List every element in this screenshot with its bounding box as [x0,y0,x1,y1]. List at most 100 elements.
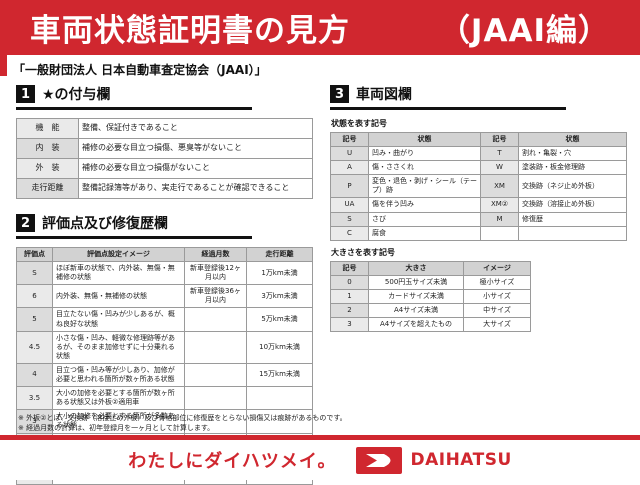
grade-mileage: 5万km未満 [246,307,313,332]
state-desc: 修復歴 [518,211,627,227]
size-symbol: 1 [330,288,369,305]
criteria-label: 機 能 [16,118,79,139]
section1-number-badge: 1 [16,85,35,103]
col-header: 評価点設定イメージ [52,246,185,263]
col-header: 状態 [518,131,627,148]
grade-mileage: 10万km未満 [246,330,313,364]
grade-desc: ほぼ新車の状態で、内外装、無傷・無補修の状態 [52,261,185,286]
table-row: 3 A4サイズを超えたもの 大サイズ [330,317,531,333]
grade-mileage: 3万km未満 [246,284,313,309]
table-row: 走行距離 整備記録簿等があり、実走行であることが確認できること [16,178,313,199]
size-image: 小サイズ [463,288,531,305]
table-row: A 傷・ささくれ W 塗装跡・板金修理跡 [330,160,627,176]
grade-months [184,307,247,332]
state-symbol [480,225,519,241]
size-symbol: 0 [330,274,369,290]
criteria-desc: 補修の必要な目立つ損傷がないこと [78,158,313,179]
table-row: S さび M 修復歴 [330,211,627,227]
table-row: U 凹み・曲がり T 割れ・亀裂・穴 [330,146,627,162]
section2-header: 2 評価点及び修復歴欄 [16,213,252,239]
size-image: 極小サイズ [463,274,531,290]
grade-mileage: 1万km未満 [246,261,313,286]
state-symbol: UA [330,197,369,213]
table-row: 外 装 補修の必要な目立つ損傷がないこと [16,158,313,179]
state-desc [518,225,627,241]
size-symbol-table: 記号 大きさ イメージ 0 500円玉サイズ未満 極小サイズ 1 カードサイズ未… [330,260,531,333]
col-header: 状態 [368,131,481,148]
grade-months [184,362,247,388]
daihatsu-logo: DAIHATSU [356,446,511,474]
criteria-desc: 整備記録簿等があり、実走行であることが確認できること [78,178,313,199]
table-row: 6 内外装、無傷・無補修の状態 新車登録後36ヶ月以内 3万km未満 [16,284,313,309]
criteria-label: 外 装 [16,158,79,179]
criteria-label: 走行距離 [16,178,79,199]
footnote-line: ※ 経過月数の計算は、初年登録月を一ヶ月として計算します。 [18,424,215,433]
section3-number-badge: 3 [330,85,349,103]
table-row: 内 装 補修の必要な目立つ損傷、悪臭等がないこと [16,138,313,159]
footnotes: ※ 外板②とは、交換跡（溶接止め外板）及び骨格部位に修復歴をとらない損傷又は痕跡… [18,413,347,433]
grade-value: 6 [16,284,53,309]
grade-desc: 大小の加修を必要とする箇所が数ヶ所ある状態又は外板②適用車 [52,386,185,411]
size-image: 中サイズ [463,303,531,319]
criteria-desc: 整備、保証付きであること [78,118,313,139]
section1-title: ★の付与欄 [42,87,111,103]
size-symbol: 2 [330,303,369,319]
section3-header: 3 車両図欄 [330,84,566,110]
footer: わたしにダイハツメイ。 DAIHATSU [0,440,640,480]
table-row: 5 目立たない傷・凹みが少しあるが、概ね良好な状態 5万km未満 [16,307,313,332]
table-row: 1 カードサイズ未満 小サイズ [330,288,531,305]
grade-months: 新車登録後12ヶ月以内 [184,261,247,286]
grade-desc: 目立たない傷・凹みが少しあるが、概ね良好な状態 [52,307,185,332]
state-desc: さび [368,211,481,227]
section2-number-badge: 2 [16,214,35,232]
grade-value: 3 [16,409,53,434]
state-symbol: W [480,160,519,176]
table-row: C 腐食 [330,225,627,241]
state-symbol: C [330,225,369,241]
state-symbol: XM [480,174,519,199]
grade-desc: 目立つ傷・凹み等が少しあり、加修が必要と思われる箇所が数ヶ所ある状態 [52,362,185,388]
size-desc: カードサイズ未満 [368,288,464,305]
grade-desc: 大小の加修を必要とする箇所が多数ある状態 [52,409,185,434]
section1-header: 1 ★の付与欄 [16,84,252,110]
table-row: 2 A4サイズ未満 中サイズ [330,303,531,319]
section3-title: 車両図欄 [356,87,412,103]
state-symbol: T [480,146,519,162]
state-symbol: S [330,211,369,227]
table-row: 0 500円玉サイズ未満 極小サイズ [330,274,531,290]
size-image: 大サイズ [463,317,531,333]
table-header-row: 記号 大きさ イメージ [330,260,531,276]
grade-value: 4.5 [16,330,53,364]
grade-months [184,330,247,364]
state-symbol: M [480,211,519,227]
col-header: 走行距離 [246,246,313,263]
daihatsu-slogan: わたしにダイハツメイ。 [128,451,337,472]
state-table-caption: 状態を表す記号 [331,119,387,128]
state-symbol: P [330,174,369,199]
footer-divider [0,435,640,440]
organization-subtitle: 「一般財団法人 日本自動車査定協会（JAAI）」 [13,63,267,77]
state-desc: 傷を伴う凹み [368,197,481,213]
state-desc: 凹み・曲がり [368,146,481,162]
grade-mileage: 15万km未満 [246,362,313,388]
grade-value: S [16,261,53,286]
state-symbol: A [330,160,369,176]
state-symbol: XM② [480,197,519,213]
page-title-suffix: （JAAI編） [438,13,610,49]
banner-left-accent [0,55,7,76]
criteria-label: 内 装 [16,138,79,159]
table-row: P 変色・退色・剥げ・シール（テープ）跡 XM 交換跡（ネジ止め外板） [330,174,627,199]
grade-months: 新車登録後36ヶ月以内 [184,284,247,309]
grade-months [184,386,247,411]
section2-title: 評価点及び修復歴欄 [42,216,168,232]
right-column: 3 車両図欄 状態を表す記号 記号 状態 記号 状態 U 凹み・曲がり T 割れ… [330,84,627,333]
grade-desc: 小さな傷・凹み、軽微な修理跡等があるが、そのまま加修せずに十分乗れる状態 [52,330,185,364]
table-row: UA 傷を伴う凹み XM② 交換跡（溶接止め外板） [330,197,627,213]
size-symbol: 3 [330,317,369,333]
daihatsu-d-mark-icon [356,446,403,474]
table-row: 3 大小の加修を必要とする箇所が多数ある状態 [16,409,313,434]
criteria-desc: 補修の必要な目立つ損傷、悪臭等がないこと [78,138,313,159]
star-criteria-table: 機 能 整備、保証付きであること 内 装 補修の必要な目立つ損傷、悪臭等がないこ… [16,118,313,199]
table-row: 4 目立つ傷・凹み等が少しあり、加修が必要と思われる箇所が数ヶ所ある状態 15万… [16,362,313,388]
col-header: 記号 [330,260,369,276]
